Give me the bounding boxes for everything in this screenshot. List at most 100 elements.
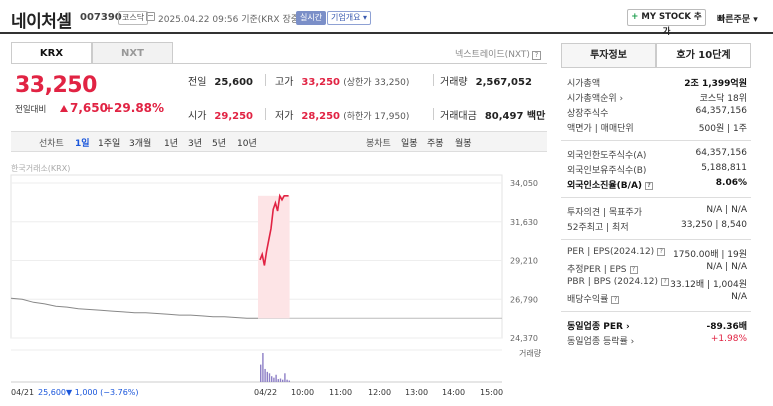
chart-source: 한국거래소(KRX) xyxy=(11,164,71,173)
volume-bar xyxy=(273,377,275,382)
quote-grid: 전일 25,600 고가 33,250 (상한가 33,250) 거래량 2,567,… xyxy=(180,72,552,128)
footer-price: 25,600 xyxy=(38,388,66,397)
right-tabs: 투자정보 호가 10단계 xyxy=(561,43,751,68)
help-icon[interactable]: ? xyxy=(661,277,670,286)
timestamp: 2025.04.22 09:56 기준(KRX 장중) xyxy=(158,15,303,25)
y-tick-label: 24,370 xyxy=(510,334,538,343)
info-label: 시가총액순위 › xyxy=(567,94,624,104)
period-5y[interactable]: 5년 xyxy=(212,139,227,149)
info-value: 코스닥 18위 xyxy=(699,94,747,104)
volume: 거래량 2,567,052 xyxy=(440,73,532,88)
info-label: PBR | BPS (2024.12)? xyxy=(567,277,670,287)
separator xyxy=(265,108,266,120)
y-tick-label: 31,630 xyxy=(510,218,538,227)
tab-invest-info[interactable]: 투자정보 xyxy=(561,43,656,68)
volume-bar xyxy=(286,379,288,382)
stock-name: 네이처셀 xyxy=(11,12,72,32)
quick-order-button[interactable]: 빠른주문 ▾ xyxy=(717,15,758,25)
separator xyxy=(433,74,434,86)
info-label: 배당수익률? xyxy=(567,292,620,305)
help-icon[interactable]: ? xyxy=(629,265,638,274)
info-label: 투자의견 | 목표주가 xyxy=(567,208,642,218)
high-label: 고가 xyxy=(275,77,294,88)
help-icon[interactable]: ? xyxy=(657,247,666,256)
info-value: -89.36배 xyxy=(706,322,747,332)
limit-up: (상한가 33,250) xyxy=(343,78,410,88)
stock-header: 네이처셀 007390 코스닥 2025.04.22 09:56 기준(KRX … xyxy=(0,0,773,37)
info-label: 동일업종 PER › xyxy=(567,322,630,332)
footer-date: 04/21 xyxy=(11,388,34,397)
x-tick-label: 04/22 xyxy=(254,388,277,397)
divider xyxy=(561,239,751,240)
plot-frame xyxy=(10,174,503,339)
open-value: 29,250 xyxy=(214,111,253,122)
info-row: 외국인보유주식수(B) 5,188,811 xyxy=(567,163,747,176)
volume-label: 거래량 xyxy=(440,77,468,88)
help-icon[interactable]: ? xyxy=(531,51,541,60)
info-label: 추정PER | EPS? xyxy=(567,262,638,275)
today-price-line xyxy=(259,193,289,266)
y-tick-label: 29,210 xyxy=(510,257,538,266)
info-row: 외국인한도주식수(A) 64,357,156 xyxy=(567,148,747,161)
my-stock-add-button[interactable]: + MY STOCK 추가 xyxy=(627,9,706,37)
price-chart: 34,050 31,630 29,210 26,790 24,370 거래량 04/22 10… xyxy=(10,174,542,397)
company-overview-button[interactable]: 기업개요 ▾ xyxy=(327,11,371,25)
footer-change: ▼ 1,000 (−3.76%) xyxy=(66,388,139,397)
prev-close: 전일 25,600 xyxy=(188,73,253,88)
volume-bar xyxy=(271,376,273,382)
info-label: 상장주식수 xyxy=(567,109,609,119)
info-row: 배당수익률? N/A xyxy=(567,292,747,305)
separator xyxy=(265,74,266,86)
volume-bar xyxy=(282,379,284,382)
high-value: 33,250 xyxy=(301,77,340,88)
period-3m[interactable]: 3개월 xyxy=(129,139,152,149)
x-tick-label: 12:00 xyxy=(368,388,391,397)
low-price: 저가 28,250 (하한가 17,950) xyxy=(275,107,409,122)
period-3y[interactable]: 3년 xyxy=(188,139,203,149)
line-chart-toggle[interactable]: 선차트 xyxy=(39,139,64,149)
calendar-icon xyxy=(146,12,155,21)
volume-bar xyxy=(268,373,271,382)
tab-krx[interactable]: KRX xyxy=(11,42,92,64)
period-1d[interactable]: 1일 xyxy=(75,139,90,149)
period-1w[interactable]: 1주일 xyxy=(98,139,121,149)
info-row[interactable]: 동일업종 PER › -89.36배 xyxy=(567,319,747,332)
price-change-value: 7,650 xyxy=(70,101,108,115)
period-1y[interactable]: 1년 xyxy=(164,139,179,149)
tab-nxt[interactable]: NXT xyxy=(92,42,173,64)
x-tick-label: 15:00 xyxy=(480,388,503,397)
info-label: 동일업종 등락률 › xyxy=(567,337,635,347)
info-value: N/A xyxy=(731,292,747,302)
help-icon[interactable]: ? xyxy=(645,181,654,190)
divider xyxy=(561,140,751,141)
live-badge: 실시간 xyxy=(296,11,327,25)
tab-orderbook[interactable]: 호가 10단계 xyxy=(656,43,751,68)
info-row: 외국인소진율(B/A)? 8.06% xyxy=(567,178,747,191)
info-value: +1.98% xyxy=(710,334,747,344)
help-icon[interactable]: ? xyxy=(611,295,620,304)
high-price: 고가 33,250 (상한가 33,250) xyxy=(275,73,409,88)
nxt-subtitle: 넥스트레이드(NXT)? xyxy=(455,47,541,60)
info-row[interactable]: 동일업종 등락률 › +1.98% xyxy=(567,334,747,347)
info-label: 시가총액 xyxy=(567,79,601,89)
candle-weekly[interactable]: 주봉 xyxy=(427,139,444,149)
candle-daily[interactable]: 일봉 xyxy=(401,139,418,149)
volume-bar xyxy=(266,371,268,382)
candle-monthly[interactable]: 월봉 xyxy=(455,139,472,149)
info-value: N/A | N/A xyxy=(706,205,747,215)
info-value: 2조 1,399억원 xyxy=(684,79,747,89)
info-row: 액면가 | 매매단위 500원 | 1주 xyxy=(567,121,747,134)
candle-chart-toggle[interactable]: 봉차트 xyxy=(366,139,391,149)
info-label: PER | EPS(2024.12)? xyxy=(567,247,666,257)
info-value: 8.06% xyxy=(715,178,747,188)
info-label: 액면가 | 매매단위 xyxy=(567,124,634,134)
open-label: 시가 xyxy=(188,111,207,122)
info-value: 500원 | 1주 xyxy=(698,124,747,134)
info-value: 5,188,811 xyxy=(701,163,747,173)
volume-bar xyxy=(264,368,266,382)
info-label: 외국인소진율(B/A)? xyxy=(567,178,654,191)
divider xyxy=(11,63,547,64)
info-value: 64,357,156 xyxy=(695,148,747,158)
info-row[interactable]: 시가총액순위 › 코스닥 18위 xyxy=(567,91,747,104)
period-10y[interactable]: 10년 xyxy=(237,139,257,149)
